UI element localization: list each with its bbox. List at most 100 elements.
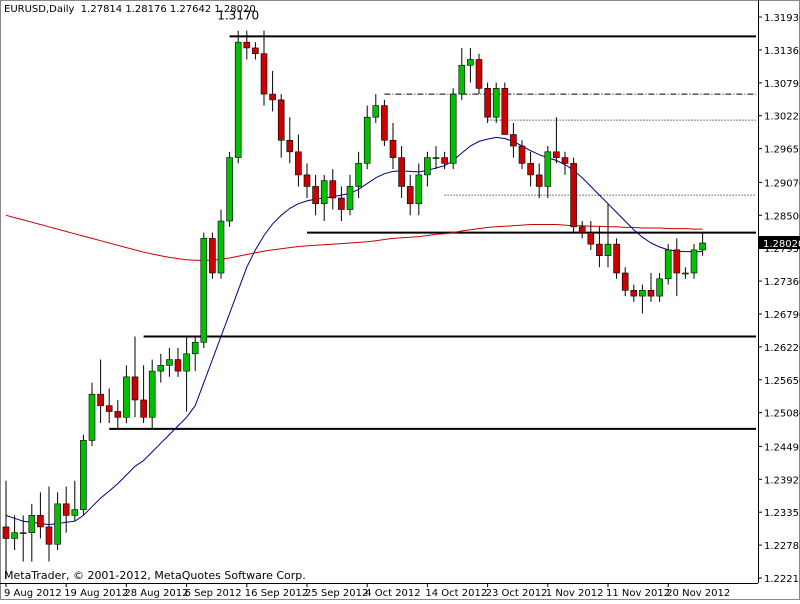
- candle: [682, 267, 689, 279]
- candle-body: [587, 232, 595, 245]
- candle: [613, 238, 620, 279]
- price-tick-label: 1.23355: [764, 508, 800, 519]
- candle: [45, 486, 53, 562]
- candle: [570, 157, 577, 233]
- candle-body: [699, 242, 706, 251]
- candle-body: [604, 243, 612, 256]
- candle: [630, 284, 638, 302]
- candle-body: [252, 47, 259, 55]
- candle: [209, 232, 216, 279]
- copyright-notice: MetaTrader, © 2001-2012, MetaQuotes Soft…: [4, 569, 306, 582]
- price-tick-label: 1.31936: [764, 13, 800, 24]
- candle-body: [501, 88, 509, 135]
- candle: [71, 480, 79, 522]
- candle: [587, 221, 595, 250]
- candle: [157, 353, 165, 383]
- candle-body: [544, 151, 552, 187]
- candle-body: [209, 238, 216, 274]
- candle: [97, 359, 104, 424]
- high-annotation: 1.3170: [217, 9, 259, 23]
- time-tick-label: 16 Sep 2012: [245, 588, 308, 599]
- candle: [200, 232, 208, 349]
- candle: [140, 365, 147, 424]
- candle: [114, 399, 122, 429]
- candle: [355, 151, 362, 198]
- price-tick-label: 1.22785: [764, 541, 800, 552]
- candle-body: [561, 157, 569, 164]
- price-tick-label: 1.29655: [764, 145, 800, 156]
- candle: [553, 117, 560, 164]
- candle: [243, 30, 251, 60]
- time-tick-label: 28 Aug 2012: [124, 588, 188, 599]
- candle-body: [363, 116, 371, 164]
- candle: [578, 221, 586, 239]
- candle: [183, 336, 190, 412]
- candle: [303, 163, 311, 198]
- candle-body: [88, 393, 96, 441]
- candle: [346, 174, 354, 216]
- candle-body: [54, 503, 61, 545]
- candle-body: [613, 243, 620, 274]
- candle-body: [553, 151, 560, 158]
- candle-body: [690, 249, 698, 274]
- candle-body: [191, 341, 199, 355]
- candle: [389, 122, 397, 170]
- candle-body: [389, 139, 397, 158]
- candle-body: [166, 359, 173, 366]
- candle: [561, 151, 569, 175]
- candle-body: [2, 526, 10, 539]
- candle-body: [277, 99, 285, 141]
- candle-body: [234, 41, 242, 158]
- candle-body: [484, 88, 491, 118]
- time-tick-label: 14 Oct 2012: [425, 588, 487, 599]
- candle-body: [37, 515, 44, 528]
- candle-body: [673, 249, 681, 274]
- price-tick-label: 1.28500: [764, 211, 800, 222]
- candle-body: [131, 376, 139, 401]
- candle: [148, 359, 156, 429]
- candle-body: [346, 186, 354, 210]
- candle-body: [432, 157, 440, 159]
- candle-body: [114, 411, 122, 418]
- candle: [191, 336, 199, 372]
- candle: [252, 42, 259, 60]
- price-tick-label: 1.26790: [764, 310, 800, 321]
- candle-body: [518, 145, 526, 164]
- candle-body: [123, 376, 130, 418]
- candle-body: [71, 509, 79, 516]
- price-tick-label: 1.25080: [764, 409, 800, 420]
- candle: [174, 348, 182, 377]
- candle: [286, 117, 294, 164]
- price-tick-label: 1.30795: [764, 79, 800, 90]
- candle-body: [527, 163, 534, 176]
- candle: [424, 151, 431, 187]
- time-tick-label: 11 Nov 2012: [606, 588, 670, 599]
- candle: [234, 30, 242, 164]
- candle-body: [28, 515, 36, 533]
- candle: [88, 382, 96, 447]
- candle-body: [303, 174, 311, 187]
- candle-body: [467, 59, 474, 66]
- candle-body: [381, 105, 388, 141]
- candle: [2, 480, 10, 579]
- candle-body: [578, 226, 586, 233]
- candle: [467, 47, 474, 83]
- time-tick-label: 19 Aug 2012: [64, 588, 128, 599]
- price-axis: 1.31936 1.31365 1.30795 1.30225 1.29655 1.290…: [758, 13, 800, 585]
- candle-body: [200, 238, 208, 343]
- candle-body: [647, 290, 655, 297]
- candle: [131, 336, 139, 418]
- candle-body: [475, 59, 483, 89]
- candle-body: [183, 353, 190, 372]
- candle: [656, 273, 663, 302]
- candle-body: [424, 157, 431, 176]
- candle: [11, 515, 18, 551]
- price-tick-label: 1.27360: [764, 277, 800, 288]
- price-tick-label: 1.23925: [764, 475, 800, 486]
- chart-header: EURUSD,Daily 1.27814 1.28176 1.27642 1.2…: [4, 4, 256, 15]
- candle: [621, 267, 629, 297]
- candle: [535, 163, 543, 198]
